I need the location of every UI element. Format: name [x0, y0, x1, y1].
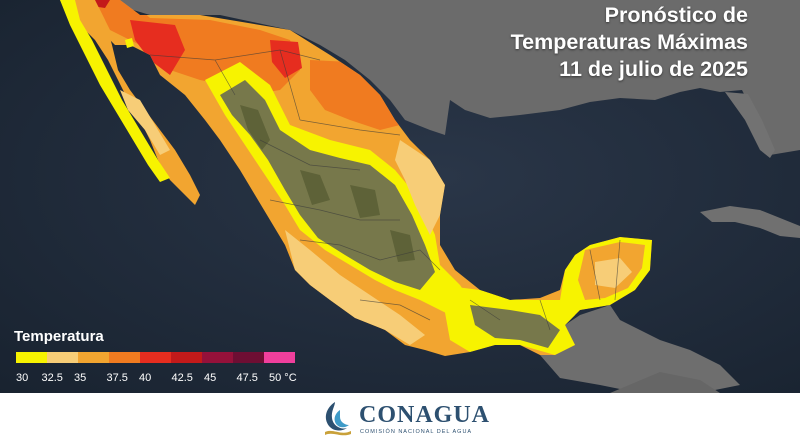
legend-swatch — [171, 352, 202, 363]
legend-tick-label: 35 — [74, 372, 87, 384]
baja-yellow-coast — [60, 0, 170, 182]
state-border — [149, 49, 621, 331]
legend-tick-label: 40 — [139, 372, 152, 384]
highland-terrain — [220, 80, 435, 290]
florida — [725, 92, 775, 158]
legend-ticks: 30 32.5 35 37.5 40 42.5 45 47.5 50 °C — [14, 372, 324, 386]
legend-swatch — [202, 352, 233, 363]
tiburon-island — [125, 38, 134, 48]
legend-tick-label: 42.5 — [171, 372, 193, 384]
yucatan-light-orange — [595, 258, 632, 288]
gulf-light-orange — [395, 140, 445, 235]
legend-swatch — [264, 352, 295, 363]
legend-title: Temperatura — [14, 328, 104, 345]
map-title: Pronóstico de Temperaturas Máximas 11 de… — [511, 2, 748, 83]
chiapas-terrain — [470, 305, 560, 348]
title-line-1: Pronóstico de — [604, 3, 748, 27]
usa-land — [100, 0, 800, 155]
legend-swatch — [16, 352, 47, 363]
legend-swatch — [78, 352, 109, 363]
baja-light-orange — [120, 90, 170, 155]
temperature-map — [0, 0, 800, 393]
legend-tick-label: 37.5 — [106, 372, 128, 384]
southwest-light-orange — [285, 230, 425, 345]
legend-tick-label: 50 °C — [269, 372, 297, 384]
title-line-3: 11 de julio de 2025 — [559, 57, 748, 81]
footer — [0, 393, 800, 445]
central-america — [540, 305, 740, 393]
cuba — [700, 206, 800, 238]
chihuahua-red-zone — [270, 40, 302, 78]
legend-tick-label: 32.5 — [41, 372, 63, 384]
temperature-legend: Temperatura 30 32.5 35 37.5 40 42.5 45 47.5 50 °… — [14, 328, 314, 390]
sonora-red-zone — [130, 20, 185, 75]
logo-name: CONAGUA — [359, 402, 490, 428]
legend-tick-label: 45 — [204, 372, 217, 384]
conagua-logo-icon — [325, 402, 351, 436]
logo-subtitle: COMISIÓN NACIONAL DEL AGUA — [360, 429, 473, 435]
legend-color-bar — [16, 352, 295, 363]
central-america-south — [610, 372, 720, 393]
legend-tick-label: 47.5 — [236, 372, 258, 384]
legend-swatch — [47, 352, 78, 363]
title-line-2: Temperaturas Máximas — [510, 30, 748, 54]
conagua-logo: CONAGUA COMISIÓN NACIONAL DEL AGUA — [321, 400, 489, 440]
legend-tick-label: 30 — [16, 372, 29, 384]
highland-terrain-detail — [240, 105, 415, 262]
northeast-hot-zone — [310, 60, 400, 130]
legend-swatch — [140, 352, 171, 363]
legend-swatch — [233, 352, 264, 363]
legend-swatch — [109, 352, 140, 363]
